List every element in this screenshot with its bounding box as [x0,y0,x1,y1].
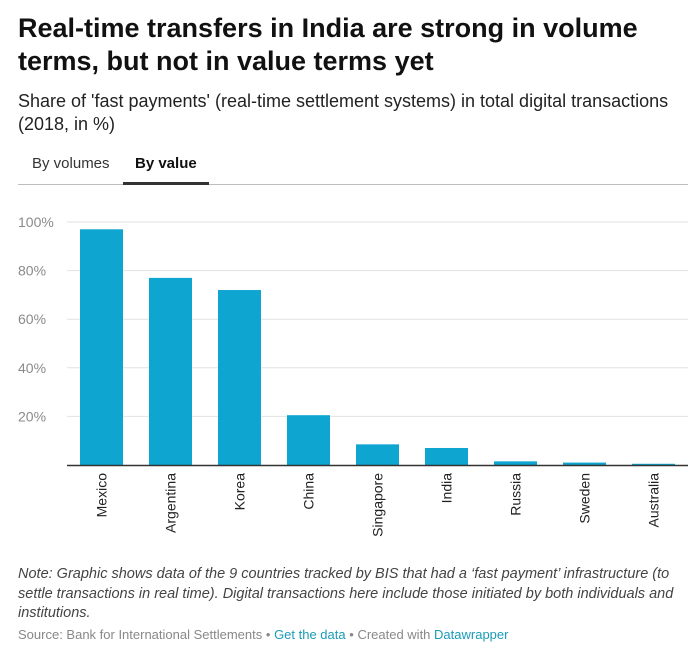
bar [356,444,399,465]
created-with-text: Created with [357,627,431,642]
bar [494,461,537,465]
bar [149,277,192,465]
tab-by-volumes[interactable]: By volumes [32,155,110,172]
bar [287,415,330,465]
y-tick-label: 80% [18,263,46,279]
source-text: Source: Bank for International Settlemen… [18,627,263,642]
x-tick-label: Sweden [577,473,593,524]
view-tabs: By volumes By value [18,150,688,185]
separator: • [349,627,354,642]
bar [425,447,468,465]
x-tick-label: Australia [646,473,662,528]
footer: Source: Bank for International Settlemen… [18,627,508,642]
y-tick-label: 100% [18,214,54,230]
x-tick-label: China [301,473,317,510]
y-tick-label: 20% [18,408,46,424]
datawrapper-link[interactable]: Datawrapper [434,627,509,642]
separator: • [265,627,271,642]
y-tick-label: 60% [18,311,46,327]
x-tick-label: Mexico [94,473,110,518]
x-tick-label: India [439,473,455,504]
y-tick-label: 40% [18,360,46,376]
x-tick-label: Korea [232,473,248,511]
bar [80,229,123,465]
chart-title: Real-time transfers in India are strong … [18,13,638,76]
bar [563,462,606,465]
chart-note: Note: Graphic shows data of the 9 countr… [18,566,674,621]
chart-subtitle: Share of 'fast payments' (real-time sett… [18,91,669,134]
x-tick-label: Russia [508,473,524,516]
bar [218,290,261,465]
get-data-link[interactable]: Get the data [274,627,346,642]
bar [632,463,675,465]
x-tick-label: Argentina [163,473,179,533]
x-tick-label: Singapore [370,473,386,537]
tab-by-value[interactable]: By value [123,155,209,185]
bar-chart: 20% 40% 60% 80% 100% Mexico Argentina Korea Chin… [18,214,688,537]
